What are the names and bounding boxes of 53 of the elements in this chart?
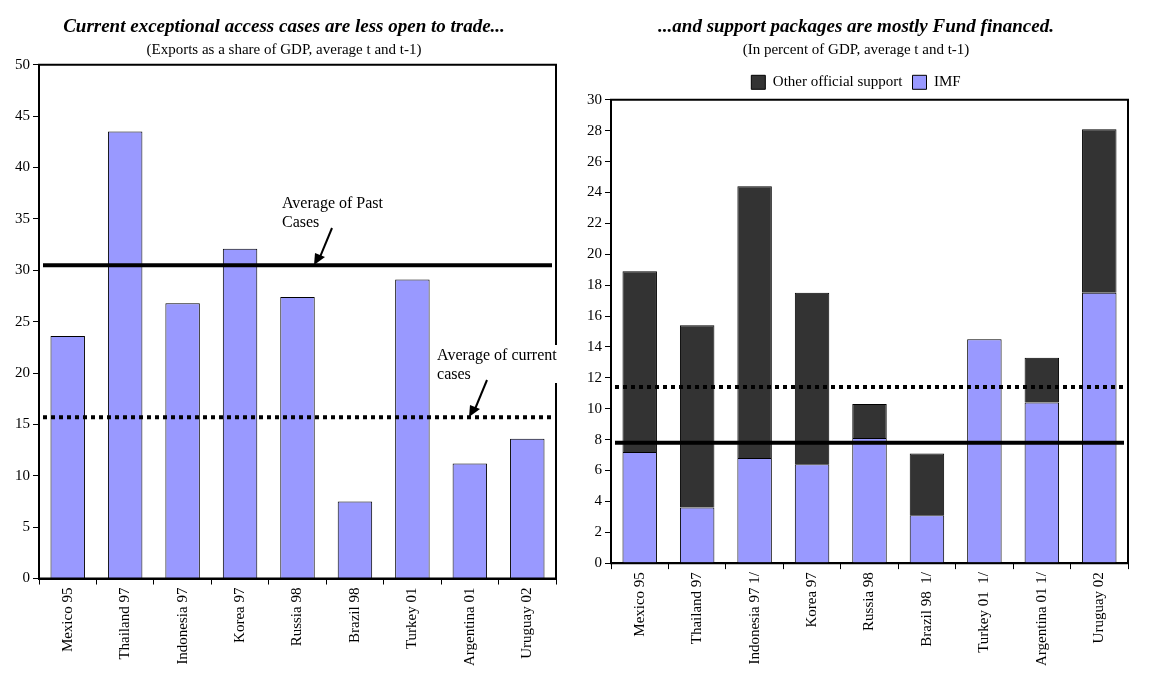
y-tick-label: 20 [587, 245, 602, 262]
y-tick-label: 30 [587, 90, 602, 107]
y-tick-label: 35 [15, 209, 30, 226]
x-tick-label: Russia 98 [860, 572, 877, 631]
y-tick-label: 5 [22, 518, 30, 535]
y-tick-label: 25 [15, 312, 30, 329]
y-tick-label: 6 [594, 461, 603, 478]
x-tick-label: Korea 97 [230, 587, 247, 643]
x-tick-label: Argentina 01 [460, 587, 477, 667]
x-tick-label: Thailand 97 [116, 587, 133, 660]
chart-title: ...and support packages are mostly Fund financed. [658, 15, 1054, 37]
x-tick-label: Turkey 01 [403, 587, 420, 650]
x-tick-label: Indonesia 97 1/ [745, 571, 762, 665]
legend-label: IMF [934, 73, 961, 90]
x-tick-label: Korea 97 [802, 571, 819, 628]
y-tick-label: 4 [594, 492, 603, 509]
y-tick-label: 40 [15, 158, 30, 175]
y-tick-label: 0 [594, 554, 602, 571]
y-tick-label: 10 [587, 399, 602, 416]
chart-subtitle: (Exports as a share of GDP, average t and t-1) [146, 40, 422, 58]
x-tick-label: Mexico 95 [630, 572, 647, 637]
y-tick-label: 28 [587, 121, 602, 138]
y-tick-label: 0 [22, 569, 30, 586]
y-tick-label: 12 [587, 368, 602, 385]
y-tick-label: 14 [587, 337, 603, 354]
y-tick-label: 2 [594, 523, 602, 540]
y-tick-label: 30 [15, 261, 30, 278]
x-tick-label: Turkey 01 1/ [975, 571, 992, 653]
y-tick-label: 10 [15, 466, 30, 483]
x-tick-label: Russia 98 [288, 587, 305, 647]
ref-line-label: Average of current cases [437, 345, 558, 384]
y-tick-label: 20 [15, 363, 30, 380]
y-tick-label: 24 [587, 183, 603, 200]
x-tick-label: Uruguay 02 [518, 587, 535, 659]
x-tick-label: Argentina 01 1/ [1032, 571, 1049, 666]
y-tick-label: 18 [587, 276, 602, 293]
y-tick-label: 50 [15, 55, 30, 72]
x-tick-label: Thailand 97 [688, 571, 705, 645]
x-tick-label: Brazil 98 1/ [917, 571, 934, 647]
x-tick-label: Uruguay 02 [1090, 572, 1107, 644]
y-tick-label: 45 [15, 107, 30, 124]
x-tick-label: Indonesia 97 [173, 587, 190, 665]
ref-line-label: Average of Past Cases [281, 193, 402, 232]
x-tick-label: Mexico 95 [58, 587, 75, 653]
legend-label: Other official support [772, 73, 904, 90]
y-tick-label: 15 [15, 415, 30, 432]
y-tick-label: 16 [587, 306, 603, 323]
y-tick-label: 8 [594, 430, 602, 447]
x-tick-label: Brazil 98 [345, 587, 362, 643]
y-tick-label: 22 [587, 214, 602, 231]
chart-subtitle: (In percent of GDP, average t and t-1) [742, 40, 970, 58]
y-tick-label: 26 [587, 152, 603, 169]
chart-title: Current exceptional access cases are less open to trade... [63, 15, 505, 37]
